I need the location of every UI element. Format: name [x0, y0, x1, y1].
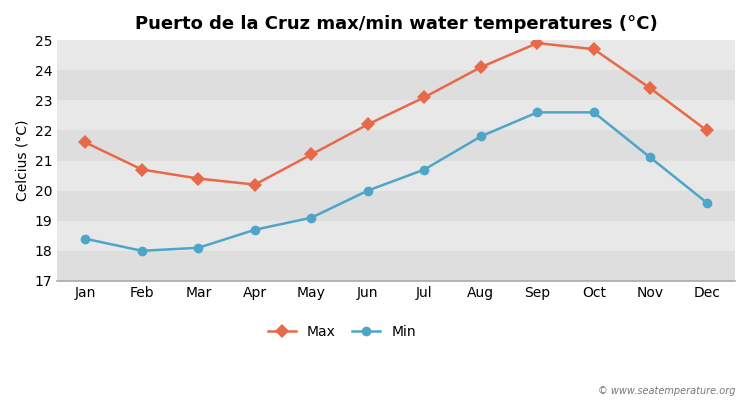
Title: Puerto de la Cruz max/min water temperatures (°C): Puerto de la Cruz max/min water temperat… [135, 15, 658, 33]
Bar [57, 40, 735, 70]
Max [137, 167, 146, 172]
Max [702, 128, 711, 133]
Text: © www.seatemperature.org: © www.seatemperature.org [598, 386, 735, 396]
Min [363, 188, 372, 193]
Bar [57, 221, 735, 251]
Max [81, 140, 90, 145]
Min [590, 110, 598, 115]
Max [251, 182, 260, 187]
Line: Max: Max [80, 38, 712, 190]
Max [363, 122, 372, 127]
Min [476, 134, 485, 139]
Min [307, 215, 316, 220]
Min [646, 155, 655, 160]
Bar [57, 251, 735, 281]
Max [590, 47, 598, 52]
Min [194, 245, 203, 250]
Line: Min: Min [80, 108, 712, 256]
Min [532, 110, 542, 115]
Min [420, 167, 429, 172]
Min [137, 248, 146, 253]
Bar [57, 160, 735, 191]
Max [476, 65, 485, 70]
Bar [57, 70, 735, 100]
Min [251, 227, 260, 232]
Max [307, 152, 316, 157]
Max [420, 95, 429, 100]
Max [646, 86, 655, 91]
Bar [57, 191, 735, 221]
Bar [57, 130, 735, 160]
Max [194, 176, 203, 181]
Min [81, 236, 90, 241]
Max [532, 41, 542, 46]
Bar [57, 100, 735, 130]
Legend: Max, Min: Max, Min [262, 319, 422, 344]
Y-axis label: Celcius (°C): Celcius (°C) [15, 120, 29, 201]
Min [702, 200, 711, 205]
